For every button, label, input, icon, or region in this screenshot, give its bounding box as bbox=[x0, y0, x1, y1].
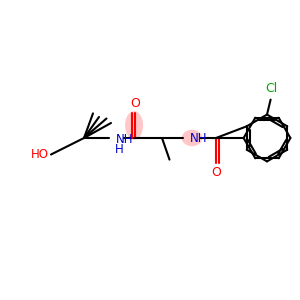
Ellipse shape bbox=[125, 111, 143, 140]
Text: O: O bbox=[211, 166, 221, 179]
Text: NH: NH bbox=[190, 131, 207, 145]
Text: O: O bbox=[130, 97, 140, 110]
Text: H: H bbox=[115, 143, 123, 156]
Text: Cl: Cl bbox=[266, 82, 278, 95]
Ellipse shape bbox=[182, 130, 202, 146]
Text: HO: HO bbox=[31, 148, 49, 161]
Text: NH: NH bbox=[116, 133, 133, 146]
